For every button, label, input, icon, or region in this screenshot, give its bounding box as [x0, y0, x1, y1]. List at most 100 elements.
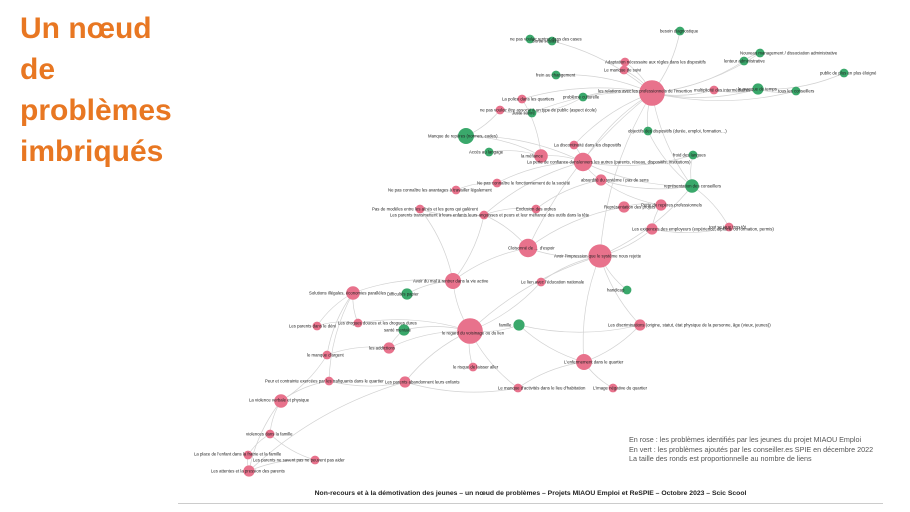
- problem-node-pink: [451, 185, 461, 195]
- problem-node-green: [739, 56, 749, 66]
- node-label: La place de l'enfant dans la fratrie et …: [194, 452, 282, 457]
- graph-edge: [535, 179, 602, 210]
- node-label: Nouveau management / dissociation admini…: [740, 51, 838, 56]
- problem-node-pink: [353, 318, 363, 328]
- problem-node-pink: [569, 140, 579, 150]
- graph-edge: [465, 135, 584, 163]
- footer-caption: Non-recours et à la démotivation des jeu…: [314, 490, 747, 497]
- problem-node-pink: [399, 376, 411, 388]
- graph-edge: [328, 292, 354, 382]
- problem-node-pink: [243, 450, 253, 460]
- problem-node-green: [688, 150, 698, 160]
- graph-edge: [483, 207, 537, 216]
- node-label: Les discriminations (origine, statut, ét…: [608, 323, 771, 328]
- graph-edge: [599, 185, 693, 257]
- node-label: Représentation des projets: [604, 205, 655, 210]
- title-line: imbriqués: [20, 135, 164, 168]
- graph-edge: [404, 381, 519, 393]
- graph-edge: [757, 72, 845, 90]
- graph-edge: [483, 161, 584, 216]
- node-label: Ne pas connaître les avantages à travail…: [388, 188, 492, 193]
- node-label: ne pas vouloir être associé à un type de…: [480, 108, 597, 113]
- node-label: Juste suivre: [512, 111, 536, 116]
- node-label: Avoir du mal à rentrer dans la vie activ…: [413, 279, 489, 284]
- graph-edge: [269, 433, 316, 461]
- node-label: représentation des conseillers: [664, 184, 721, 189]
- problem-node-pink: [274, 394, 288, 408]
- node-label: ne pas vouloir rentrer dans des cases: [510, 37, 582, 42]
- node-label: Cloisonné de … d'espoir: [508, 246, 555, 251]
- graph-edge: [328, 380, 406, 387]
- node-label: le manque d'argent: [307, 353, 344, 358]
- problem-node-pink: [573, 152, 593, 172]
- legend-line-pink: En rose : les problèmes identifiés par l…: [629, 435, 862, 444]
- node-label: Exclusion des ordres: [516, 207, 556, 212]
- problem-node-green: [578, 92, 588, 102]
- node-label: Perte de repères professionnels: [641, 203, 702, 208]
- node-label: Les parents dans le déni: [289, 324, 336, 329]
- node-label: Les parents ne savent pas ne peuvent pas…: [253, 458, 345, 463]
- problem-node-pink: [639, 80, 665, 106]
- problem-node-pink: [415, 204, 425, 214]
- problem-node-pink: [324, 376, 334, 386]
- graph-edge: [599, 92, 653, 257]
- node-label: Avoir l'impression que le système nous r…: [554, 254, 642, 259]
- problem-node-pink: [588, 244, 612, 268]
- problem-node-green: [685, 179, 699, 193]
- node-label: problème culturelle: [563, 95, 600, 100]
- node-label: Manque de repères (normes, codes): [428, 134, 498, 139]
- problem-node-green: [401, 288, 413, 300]
- graph-edge: [521, 87, 653, 100]
- graph-edge: [651, 92, 693, 187]
- graph-edge: [531, 96, 584, 114]
- graph-edge: [248, 459, 316, 472]
- title-line: Un nœud: [20, 12, 152, 45]
- problem-node-pink: [595, 174, 607, 186]
- problem-node-pink: [618, 201, 630, 213]
- node-label: les addictions: [369, 346, 395, 351]
- problem-node-pink: [709, 85, 719, 95]
- problem-node-pink: [322, 350, 332, 360]
- node-label: Les exigences des employeurs (expérience…: [632, 227, 774, 232]
- legend: En rose : les problèmes identifiés par l…: [629, 435, 873, 464]
- node-label: la méfiance: [521, 154, 544, 159]
- node-label: les relations avec les professionnels de…: [598, 89, 693, 94]
- problem-node-pink: [534, 149, 548, 163]
- graph-edge: [518, 324, 641, 333]
- labels-layer: ne pas vouloir rentrer dans des casesSor…: [194, 29, 877, 474]
- graph-edge: [517, 361, 585, 389]
- graph-edge: [531, 91, 653, 114]
- node-label: Ne pas connaître le fonctionnement de la…: [477, 181, 571, 186]
- graph-edge: [419, 208, 454, 282]
- node-label: frein au changement: [536, 73, 576, 78]
- node-label: Le manque de suivi: [604, 68, 641, 73]
- problem-node-pink: [346, 286, 360, 300]
- problem-node-green: [398, 324, 410, 336]
- graph-edge: [647, 130, 693, 187]
- node-label: L'image négative du quartier: [593, 386, 648, 391]
- node-label: La violence verbale et physique: [249, 398, 310, 403]
- graph-edge: [651, 226, 730, 234]
- title-line: de: [20, 53, 56, 86]
- graph-edge: [651, 90, 797, 102]
- problem-node-pink: [634, 319, 646, 331]
- graph-edge: [583, 324, 641, 363]
- node-label: Peur et contrainte exercées par les traf…: [265, 379, 384, 384]
- problem-node-green: [513, 319, 525, 331]
- node-label: L'enfermement dans le quartier: [564, 360, 624, 365]
- node-label: le risque de laisser aller: [453, 365, 499, 370]
- problem-node-green: [527, 108, 537, 118]
- graph-edge: [582, 92, 653, 163]
- problem-node-pink: [619, 65, 629, 75]
- graph-edge: [582, 154, 694, 166]
- problem-node-pink: [513, 383, 523, 393]
- node-label: tous les conseillers: [778, 89, 814, 94]
- node-label: Le lien avec l'éducation nationale: [521, 280, 585, 285]
- legend-line-size: La taille des ronds est proportionnelle …: [629, 454, 812, 463]
- node-label: Adaptation nécessaire aux règles dans le…: [605, 60, 706, 65]
- problem-node-green: [622, 285, 632, 295]
- graph-edge: [527, 92, 653, 249]
- node-label: besoin diagnostique: [660, 29, 699, 34]
- problem-node-pink: [265, 429, 275, 439]
- footer-divider: [178, 503, 883, 504]
